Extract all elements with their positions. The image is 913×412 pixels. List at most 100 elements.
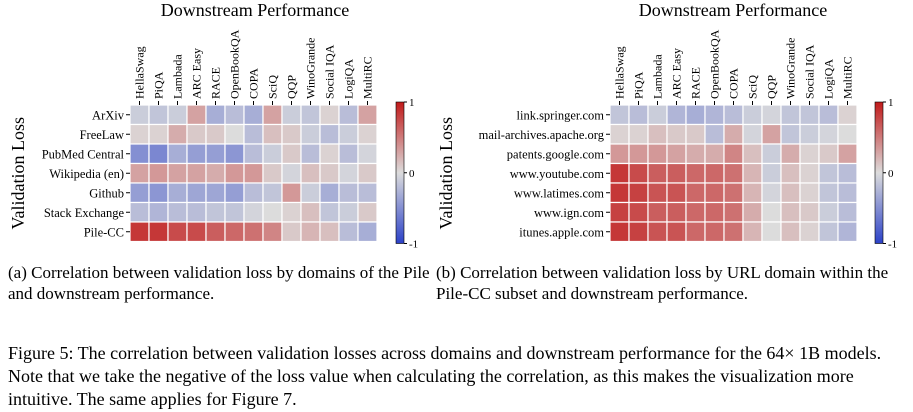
heatmap-cell-b-3-1 bbox=[628, 162, 649, 184]
heatmap-cell-b-1-11 bbox=[818, 123, 839, 145]
heatmap-cell-a-0-5 bbox=[224, 104, 245, 126]
col-label-a-1: PiQA bbox=[152, 71, 166, 99]
row-label-a-2: PubMed Central bbox=[42, 147, 125, 161]
heatmap-cell-b-4-2 bbox=[647, 182, 668, 204]
heatmap-cell-b-3-11 bbox=[818, 162, 839, 184]
heatmap-cell-a-3-0 bbox=[129, 162, 150, 184]
row-label-a-5: Stack Exchange bbox=[44, 206, 125, 220]
heatmap-cell-b-5-8 bbox=[761, 201, 782, 223]
col-label-b-11: LogiQA bbox=[822, 59, 836, 99]
y-axis-label-b: Validation Loss bbox=[436, 117, 456, 230]
figure-canvas: Downstream Performance Validation Loss ArX… bbox=[8, 0, 897, 251]
col-label-b-3: ARC Easy bbox=[670, 48, 684, 99]
row-label-b-2: patents.google.com bbox=[507, 147, 604, 161]
heatmap-cell-b-4-12 bbox=[837, 182, 858, 204]
col-label-b-12: MultiRC bbox=[841, 56, 855, 99]
heatmap-cell-a-0-1 bbox=[148, 104, 169, 126]
heatmap-cell-a-2-7 bbox=[262, 143, 283, 165]
col-label-a-12: MultiRC bbox=[361, 56, 375, 99]
heatmap-cell-b-2-9 bbox=[780, 143, 801, 165]
heatmap-cell-a-1-5 bbox=[224, 123, 245, 145]
heatmap-cell-a-2-5 bbox=[224, 143, 245, 165]
heatmap-cell-a-4-4 bbox=[205, 182, 226, 204]
heatmap-cell-a-3-10 bbox=[319, 162, 340, 184]
heatmap-cell-b-5-4 bbox=[685, 201, 706, 223]
heatmap-cell-a-1-7 bbox=[262, 123, 283, 145]
heatmap-cell-b-2-4 bbox=[685, 143, 706, 165]
heatmap-cell-a-5-7 bbox=[262, 201, 283, 223]
heatmap-cell-a-4-7 bbox=[262, 182, 283, 204]
heatmap-cell-b-1-6 bbox=[723, 123, 744, 145]
heatmap-cell-b-3-5 bbox=[704, 162, 725, 184]
heatmap-cell-a-4-5 bbox=[224, 182, 245, 204]
col-label-a-5: OpenBookQA bbox=[228, 29, 242, 99]
heatmap-cell-b-5-3 bbox=[666, 201, 687, 223]
heatmap-cell-a-1-12 bbox=[357, 123, 378, 145]
heatmap-cell-a-0-2 bbox=[167, 104, 188, 126]
heatmap-cell-b-6-0 bbox=[609, 221, 630, 243]
heatmap-cell-b-1-5 bbox=[704, 123, 725, 145]
heatmap-cell-b-4-1 bbox=[628, 182, 649, 204]
row-label-a-1: FreeLaw bbox=[80, 128, 124, 142]
colorbar-a bbox=[395, 101, 405, 244]
heatmap-cell-b-5-11 bbox=[818, 201, 839, 223]
heatmap-cell-b-0-3 bbox=[666, 104, 687, 126]
col-label-a-9: WinoGrande bbox=[304, 38, 318, 100]
heatmap-cell-a-2-8 bbox=[281, 143, 302, 165]
col-label-a-7: SciQ bbox=[266, 75, 280, 99]
heatmap-cell-b-6-6 bbox=[723, 221, 744, 243]
heatmap-cell-a-2-0 bbox=[129, 143, 150, 165]
heatmap-cell-a-4-0 bbox=[129, 182, 150, 204]
heatmap-cell-a-0-9 bbox=[300, 104, 321, 126]
col-label-a-2: Lambada bbox=[171, 54, 185, 99]
col-label-a-0: HellaSwag bbox=[133, 46, 147, 99]
col-label-b-7: SciQ bbox=[746, 75, 760, 99]
heatmap-cell-a-6-4 bbox=[205, 221, 226, 243]
heatmap-cell-b-0-0 bbox=[609, 104, 630, 126]
col-label-a-6: COPA bbox=[247, 68, 261, 99]
heatmap-cell-a-1-6 bbox=[243, 123, 264, 145]
heatmap-cell-a-5-1 bbox=[148, 201, 169, 223]
colorbar-tick-label-a-0: 1 bbox=[409, 97, 415, 109]
heatmap-cell-b-3-4 bbox=[685, 162, 706, 184]
figure-caption: Figure 5: The correlation between valida… bbox=[8, 343, 882, 409]
row-label-a-4: Github bbox=[89, 186, 124, 200]
heatmap-cell-b-4-6 bbox=[723, 182, 744, 204]
heatmap-cell-a-5-8 bbox=[281, 201, 302, 223]
heatmap-cell-a-2-9 bbox=[300, 143, 321, 165]
row-label-b-6: itunes.apple.com bbox=[519, 225, 604, 239]
heatmap-cell-b-4-9 bbox=[780, 182, 801, 204]
heatmap-cell-a-5-12 bbox=[357, 201, 378, 223]
row-label-b-4: www.latimes.com bbox=[514, 186, 604, 200]
heatmap-cell-b-4-10 bbox=[799, 182, 820, 204]
heatmap-cell-a-1-8 bbox=[281, 123, 302, 145]
col-label-a-4: RACE bbox=[209, 67, 223, 99]
subcaption-b: (b) Correlation between validation loss … bbox=[436, 263, 889, 303]
heatmap-cell-a-0-11 bbox=[338, 104, 359, 126]
heatmap-cell-a-4-11 bbox=[338, 182, 359, 204]
col-label-b-9: WinoGrande bbox=[784, 38, 798, 100]
heatmap-cell-b-0-8 bbox=[761, 104, 782, 126]
heatmap-cell-a-3-6 bbox=[243, 162, 264, 184]
heatmap-cell-a-1-1 bbox=[148, 123, 169, 145]
heatmap-cell-b-6-3 bbox=[666, 221, 687, 243]
heatmap-cell-a-0-0 bbox=[129, 104, 150, 126]
heatmap-cell-b-3-9 bbox=[780, 162, 801, 184]
heatmap-cell-a-6-1 bbox=[148, 221, 169, 243]
heatmap-cell-b-1-7 bbox=[742, 123, 763, 145]
heatmap-cell-a-1-3 bbox=[186, 123, 207, 145]
colorbar-tick-label-a-2: -1 bbox=[409, 239, 418, 251]
heatmap-cell-a-3-8 bbox=[281, 162, 302, 184]
colorbar-tick-label-a-1: 0 bbox=[409, 168, 415, 180]
col-label-a-11: LogiQA bbox=[342, 59, 356, 99]
heatmap-cell-b-5-12 bbox=[837, 201, 858, 223]
colorbar-tick-label-b-1: 0 bbox=[888, 168, 894, 180]
heatmap-cell-b-0-9 bbox=[780, 104, 801, 126]
heatmap-cell-b-6-7 bbox=[742, 221, 763, 243]
colorbar-tick-label-b-2: -1 bbox=[888, 239, 897, 251]
col-label-a-8: QQP bbox=[285, 75, 299, 99]
heatmap-cell-b-3-0 bbox=[609, 162, 630, 184]
heatmap-cell-b-3-7 bbox=[742, 162, 763, 184]
heatmap-cell-a-1-0 bbox=[129, 123, 150, 145]
chart-title-a: Downstream Performance bbox=[161, 0, 349, 20]
